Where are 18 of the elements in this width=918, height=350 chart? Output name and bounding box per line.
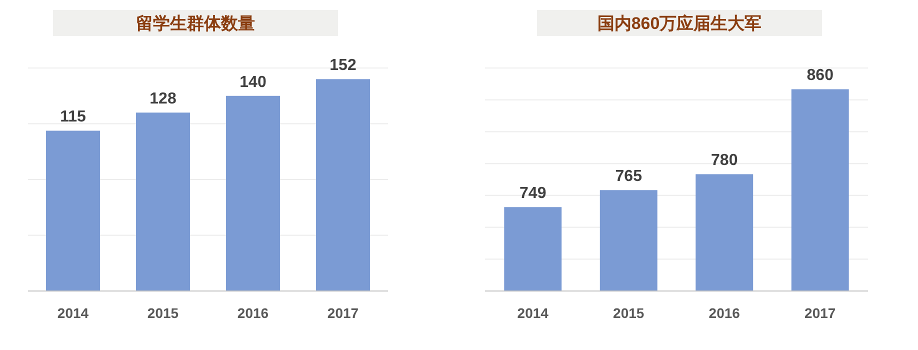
- data-label: 749: [520, 185, 546, 202]
- chart-title: 国内860万应届生大军: [597, 14, 762, 33]
- data-label: 115: [60, 108, 86, 126]
- data-label: 152: [330, 57, 356, 74]
- x-tick-label: 2015: [613, 305, 644, 321]
- x-tick-label: 2015: [147, 305, 179, 321]
- data-label: 765: [615, 168, 642, 186]
- x-tick-label: 2014: [57, 305, 89, 321]
- data-label: 140: [240, 74, 266, 91]
- x-tick-label: 2014: [517, 305, 549, 321]
- data-label: 780: [711, 152, 738, 170]
- x-tick-label: 2016: [237, 305, 269, 321]
- data-label: 860: [806, 67, 834, 84]
- chart-title: 留学生群体数量: [136, 14, 255, 33]
- data-label: 128: [150, 90, 176, 108]
- x-tick-label: 2017: [804, 305, 836, 321]
- x-tick-label: 2017: [327, 305, 359, 321]
- x-tick-label: 2016: [708, 305, 740, 321]
